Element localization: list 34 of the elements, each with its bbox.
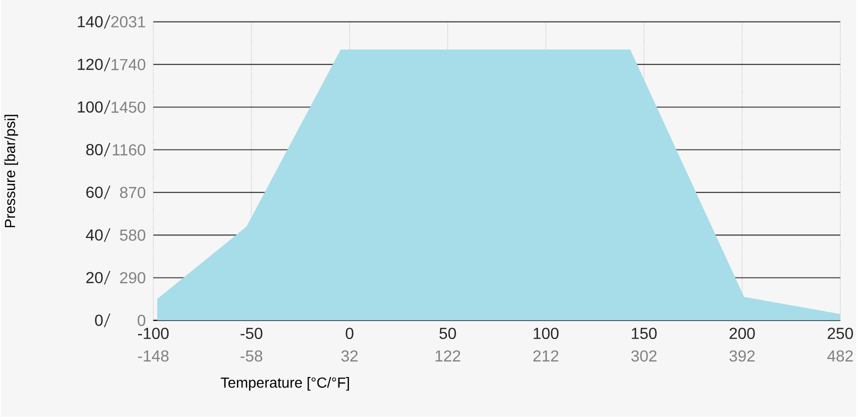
x2-tick-label: -148 (138, 350, 169, 362)
y-tick-label: 80 (86, 144, 103, 156)
x-tick-label: 0 (346, 328, 354, 340)
y-tick-label: 60 (86, 186, 103, 198)
y2-tick-label: 2031 (111, 16, 146, 28)
x-tick-label: -100 (138, 328, 169, 340)
x2-tick-label: 482 (827, 350, 853, 362)
y2-tick-label: 1160 (112, 144, 146, 156)
x2-tick-label: 302 (631, 350, 656, 362)
y-axis-title: Pressure [bar/psi] (4, 114, 18, 228)
y-tick-label: 40 (86, 229, 103, 241)
y-tick-label: 140 (78, 16, 103, 28)
x2-tick-label: 212 (533, 350, 558, 362)
y-tick-label: 120 (78, 58, 103, 70)
y2-tick-label: 1740 (112, 59, 146, 70)
y2-tick-label: 870 (120, 186, 146, 198)
x-tick-label: 100 (534, 328, 559, 340)
x2-tick-label: 32 (341, 350, 358, 362)
y2-tick-label: 580 (120, 230, 146, 241)
y-tick-label: 0 (95, 314, 103, 326)
x-tick-label: 200 (730, 328, 755, 340)
x-tick-label: 250 (828, 328, 853, 340)
x2-tick-label: 122 (436, 350, 460, 362)
x-tick-label: -50 (240, 328, 262, 340)
y-tick-label: 20 (86, 272, 103, 284)
y2-tick-label: 290 (120, 272, 146, 284)
x-axis-title: Temperature [°C/°F] (220, 377, 349, 391)
y2-tick-label: 1450 (112, 102, 146, 113)
x-tick-label: 50 (439, 328, 456, 340)
x2-tick-label: -58 (240, 350, 262, 362)
y-tick-label: 100 (78, 101, 103, 113)
x2-tick-label: 392 (729, 350, 755, 362)
y2-tick-label: 0 (138, 314, 146, 326)
x-tick-label: 150 (632, 328, 657, 340)
